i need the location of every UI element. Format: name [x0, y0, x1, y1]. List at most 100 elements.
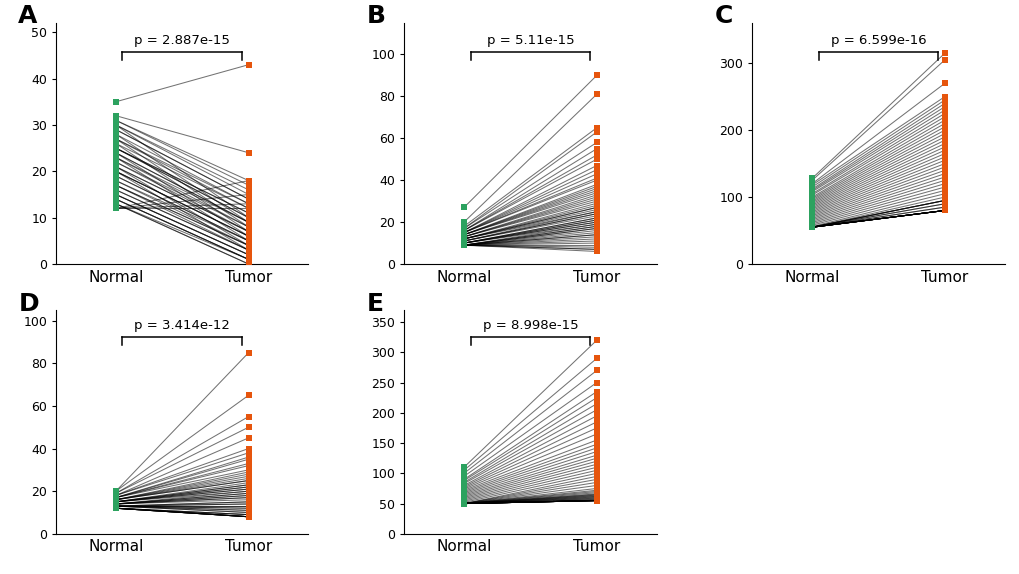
Point [240, 218, 257, 227]
Point [455, 230, 472, 239]
Point [240, 232, 257, 241]
Point [108, 195, 124, 204]
Point [240, 452, 257, 461]
Point [108, 497, 124, 506]
Point [240, 499, 257, 509]
Point [803, 200, 819, 210]
Point [455, 232, 472, 242]
Point [108, 491, 124, 500]
Point [588, 469, 604, 478]
Point [108, 166, 124, 176]
Point [803, 223, 819, 232]
Point [240, 213, 257, 222]
Point [108, 493, 124, 502]
Point [588, 411, 604, 420]
Point [108, 499, 124, 509]
Point [588, 378, 604, 387]
Point [455, 478, 472, 487]
Point [108, 502, 124, 511]
Point [240, 232, 257, 241]
Point [108, 204, 124, 213]
Point [108, 491, 124, 500]
Point [588, 192, 604, 201]
Point [935, 95, 952, 104]
Point [108, 503, 124, 513]
Point [108, 185, 124, 195]
Point [108, 153, 124, 162]
Point [803, 223, 819, 232]
Point [588, 222, 604, 231]
Point [935, 206, 952, 215]
Point [455, 499, 472, 508]
Point [240, 227, 257, 236]
Point [240, 181, 257, 190]
Point [455, 499, 472, 508]
Point [240, 508, 257, 517]
Point [803, 203, 819, 212]
Point [240, 241, 257, 250]
Point [803, 223, 819, 232]
Point [935, 206, 952, 215]
Point [935, 119, 952, 128]
Point [588, 71, 604, 80]
Point [240, 493, 257, 502]
Point [588, 180, 604, 189]
Point [108, 116, 124, 125]
Point [588, 460, 604, 469]
Point [588, 492, 604, 502]
Point [588, 466, 604, 475]
Point [455, 499, 472, 508]
Point [935, 162, 952, 172]
Point [588, 220, 604, 229]
Point [803, 207, 819, 216]
Point [108, 495, 124, 505]
Point [588, 218, 604, 227]
Point [588, 366, 604, 375]
Point [935, 206, 952, 215]
Point [108, 499, 124, 509]
Point [108, 148, 124, 157]
Point [108, 502, 124, 511]
Point [240, 502, 257, 511]
Point [108, 488, 124, 498]
Point [803, 223, 819, 232]
Point [240, 510, 257, 519]
Point [455, 241, 472, 250]
Point [240, 204, 257, 213]
Point [108, 121, 124, 130]
Point [588, 176, 604, 185]
Point [240, 474, 257, 483]
Point [455, 241, 472, 250]
Point [108, 495, 124, 505]
Point [240, 236, 257, 246]
Point [588, 495, 604, 505]
Point [455, 226, 472, 235]
Point [108, 181, 124, 190]
Point [588, 489, 604, 498]
Point [803, 211, 819, 220]
Point [588, 478, 604, 487]
Point [588, 354, 604, 363]
Point [240, 255, 257, 264]
Point [240, 227, 257, 236]
Point [935, 203, 952, 212]
Point [108, 139, 124, 148]
Point [588, 247, 604, 256]
Point [803, 223, 819, 232]
Point [108, 503, 124, 513]
Point [240, 484, 257, 494]
Point [455, 224, 472, 233]
Point [455, 499, 472, 508]
Point [455, 228, 472, 237]
Point [240, 148, 257, 157]
Point [588, 491, 604, 500]
Point [935, 206, 952, 215]
Point [108, 499, 124, 509]
Point [455, 238, 472, 247]
Point [588, 220, 604, 229]
Point [455, 499, 472, 508]
Point [108, 144, 124, 153]
Point [240, 480, 257, 490]
Point [240, 222, 257, 231]
Point [455, 466, 472, 475]
